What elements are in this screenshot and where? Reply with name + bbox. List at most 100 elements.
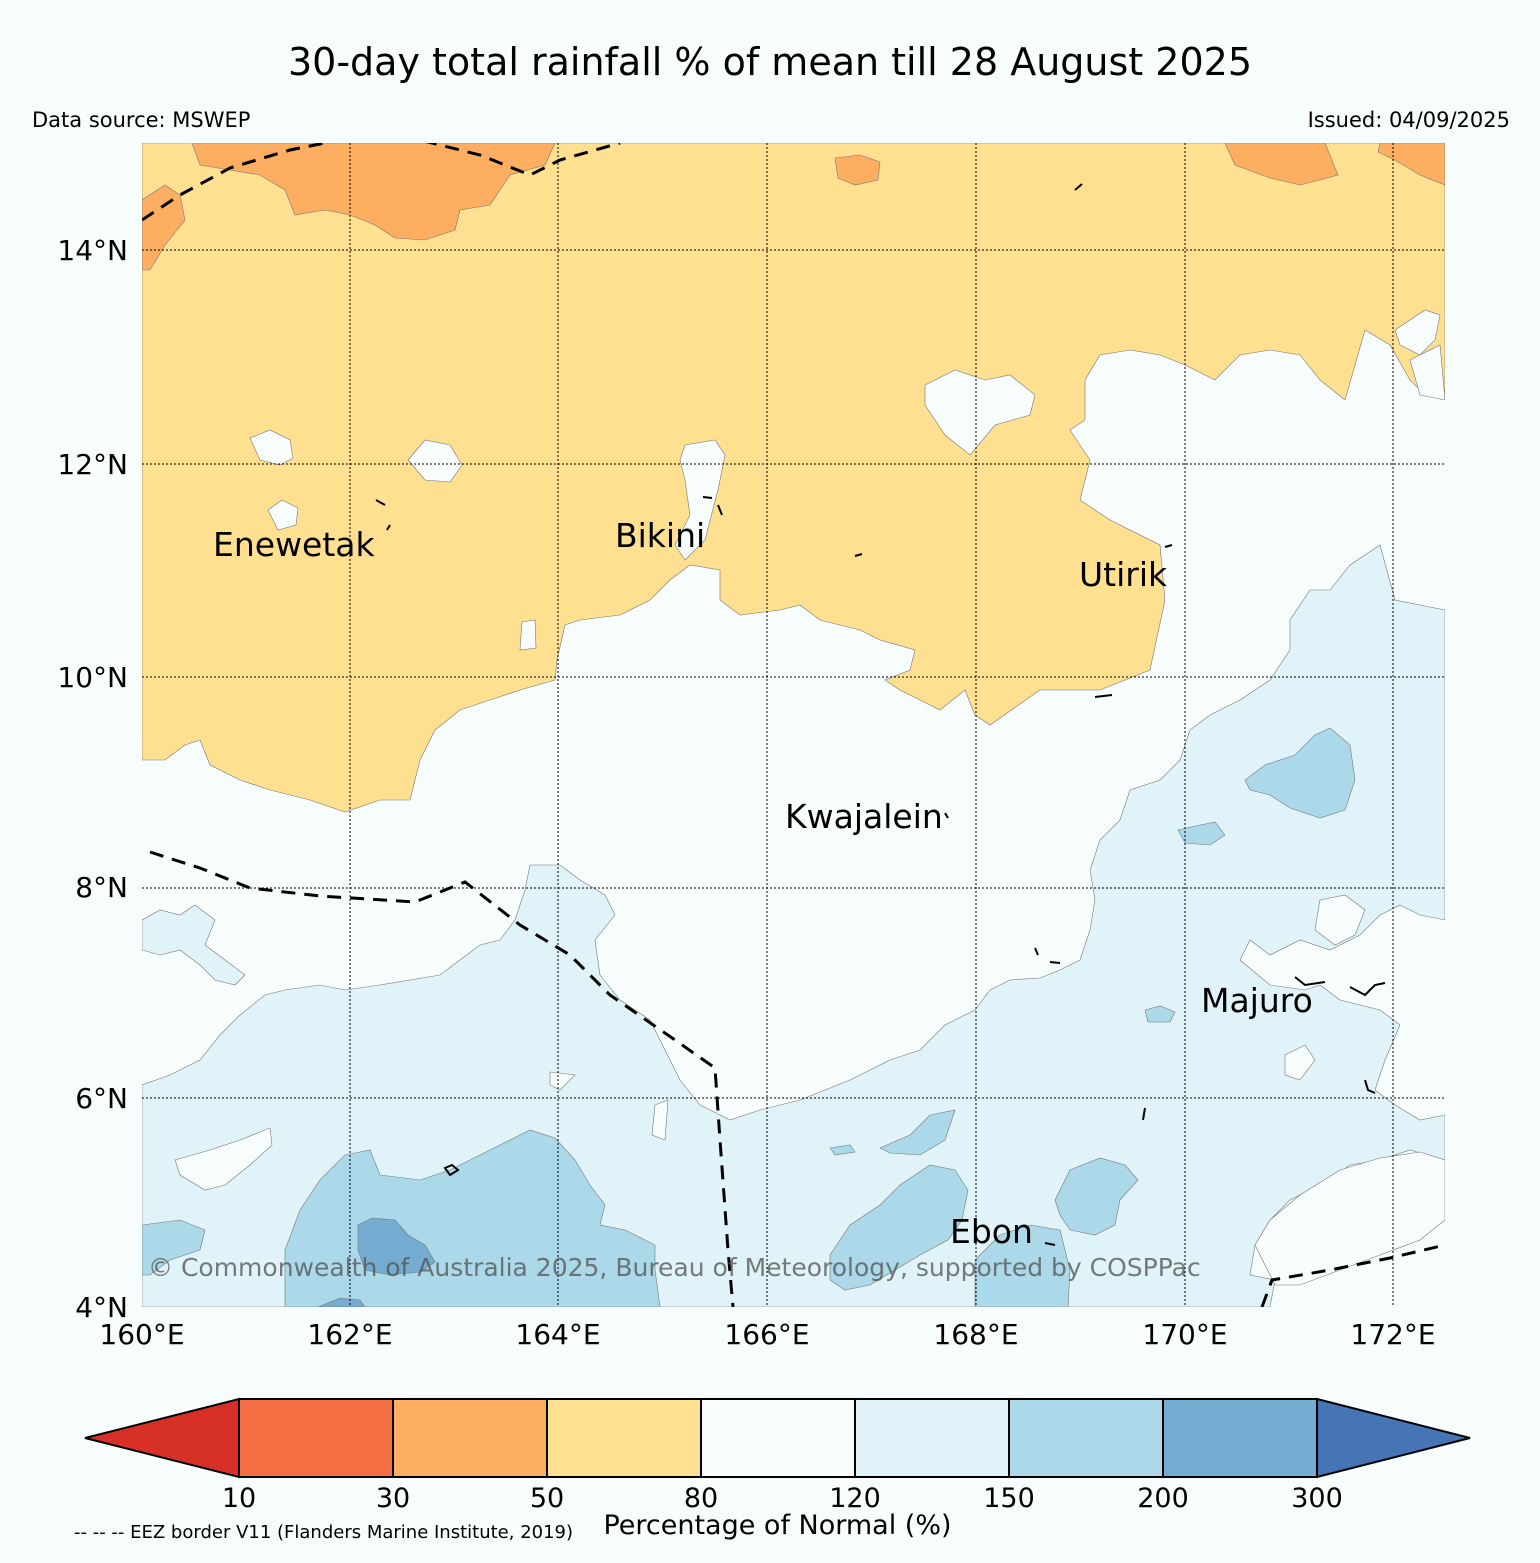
eez-border-se [1260, 1243, 1445, 1307]
place-kwajalein: Kwajalein [785, 797, 943, 836]
region-120-150-west [142, 904, 246, 986]
hole-small-2 [549, 1071, 576, 1091]
atoll-marker-7 [443, 1163, 460, 1177]
lon-label: 170°E [1142, 1318, 1227, 1351]
place-bikini: Bikini [615, 516, 705, 555]
colorbar-tick: 120 [829, 1483, 881, 1514]
hole-enewetak-south [267, 499, 299, 531]
place-enewetak: Enewetak [213, 525, 376, 564]
colorbar-ticks: 10 30 50 80 120 150 200 300 [222, 1483, 1343, 1514]
region-50-80 [142, 143, 1445, 813]
lat-label: 6°N [75, 1082, 128, 1115]
region-30-50-west [142, 184, 186, 271]
hole-south-west [174, 1127, 273, 1191]
copyright-watermark: © Commonwealth of Australia 2025, Bureau… [148, 1253, 1201, 1282]
hole-north-central [924, 369, 1036, 456]
place-ebon: Ebon [950, 1212, 1033, 1251]
lon-label: 164°E [515, 1318, 600, 1351]
hole-east-2 [1409, 344, 1445, 401]
colorbar-segment-200-300 [1162, 1398, 1318, 1478]
colorbar-tick: 80 [684, 1483, 718, 1514]
lat-label: 8°N [75, 871, 128, 904]
colorbar-segment-150-200 [1008, 1398, 1164, 1478]
longitude-labels: 160°E 162°E 164°E 166°E 168°E 170°E 172°… [99, 1318, 1435, 1351]
colorbar-label: Percentage of Normal (%) [603, 1510, 952, 1541]
hole-west [407, 439, 463, 483]
colorbar-segment-50-80 [546, 1398, 702, 1478]
place-majuro: Majuro [1201, 981, 1313, 1020]
place-labels: Enewetak Bikini Utirik Kwajalein Majuro … [213, 516, 1313, 1251]
atoll-marker-north [1074, 183, 1083, 191]
lat-label: 12°N [57, 448, 128, 481]
atoll-marker-6 [1364, 1079, 1376, 1094]
map-title: 30-day total rainfall % of mean till 28 … [287, 40, 1252, 84]
colorbar-over-triangle [1316, 1397, 1471, 1479]
region-30-50-far-ne [1377, 143, 1445, 186]
region-150-200-tiny [829, 1144, 856, 1156]
atoll-marker-2 [854, 553, 863, 557]
hole-south-east [1254, 1151, 1445, 1286]
colorbar-tick: 10 [222, 1483, 256, 1514]
hole-small-3 [651, 1099, 669, 1141]
eez-border-lines [142, 143, 1445, 1307]
atoll-markers [375, 183, 1386, 1246]
hole-majuro-east [1314, 894, 1366, 946]
hole-east [1394, 309, 1441, 356]
colorbar [84, 1397, 1471, 1479]
place-utirik: Utirik [1079, 555, 1168, 594]
colorbar-segment-120-150 [854, 1398, 1010, 1478]
latitude-labels: 14°N 12°N 10°N 8°N 6°N 4°N [57, 234, 128, 1324]
lon-label: 160°E [99, 1318, 184, 1351]
lat-label: 4°N [75, 1291, 128, 1324]
lon-label: 168°E [933, 1318, 1018, 1351]
colorbar-tick: 300 [1291, 1483, 1343, 1514]
region-150-200-sw [142, 1219, 206, 1276]
eez-border-note: -- -- -- EEZ border V11 (Flanders Marine… [74, 1522, 574, 1543]
colorbar-tick: 150 [983, 1483, 1035, 1514]
issued-date: Issued: 04/09/2025 [1307, 108, 1510, 132]
hole-majuro-south [1284, 1044, 1316, 1081]
lat-label: 10°N [57, 661, 128, 694]
atoll-utirik [1164, 544, 1173, 548]
atoll-majuro [1294, 976, 1386, 997]
colorbar-under-triangle [84, 1397, 240, 1479]
atoll-marker-4 [1034, 947, 1061, 964]
region-30-50-ne [1224, 143, 1339, 186]
rainfall-map-area [142, 143, 1445, 1307]
hole-near-enewetak [249, 429, 294, 466]
lon-label: 162°E [307, 1318, 392, 1351]
eez-border-west [149, 850, 735, 1307]
colorbar-segment-80-120 [700, 1398, 856, 1478]
region-30-50-north [191, 143, 556, 241]
lon-label: 172°E [1350, 1318, 1435, 1351]
region-120-150-south [142, 544, 1445, 1307]
hole-small [519, 619, 537, 651]
region-150-200-sliver [879, 1109, 956, 1156]
region-200-300-south [357, 1217, 436, 1276]
atoll-marker-5 [1142, 1107, 1146, 1121]
eez-border-north [142, 143, 621, 222]
hole-bikini [674, 439, 726, 561]
data-source: Data source: MSWEP [32, 108, 251, 132]
lon-label: 166°E [724, 1318, 809, 1351]
atoll-ebon [1044, 1242, 1056, 1246]
colorbar-segment-10-30 [238, 1398, 394, 1478]
region-150-200-se [974, 1224, 1071, 1307]
colorbar-tick: 50 [530, 1483, 564, 1514]
lat-label: 14°N [57, 234, 128, 267]
region-150-200-majuro-south [1144, 1005, 1176, 1023]
region-30-50-blob [834, 154, 881, 186]
region-200-300-edge [317, 1297, 366, 1307]
atoll-bikini [702, 496, 723, 516]
atoll-kwajalein [944, 812, 949, 819]
atoll-enewetak [375, 499, 391, 531]
region-150-200-majuro [1244, 727, 1356, 819]
atoll-marker-3 [1094, 694, 1113, 698]
region-150-200-ebon-east [1054, 1157, 1139, 1236]
region-150-200-ebon [829, 1164, 969, 1291]
colorbar-segment-30-50 [392, 1398, 548, 1478]
colorbar-tick: 30 [376, 1483, 410, 1514]
colorbar-tick: 200 [1137, 1483, 1189, 1514]
gridlines [142, 143, 1445, 1307]
